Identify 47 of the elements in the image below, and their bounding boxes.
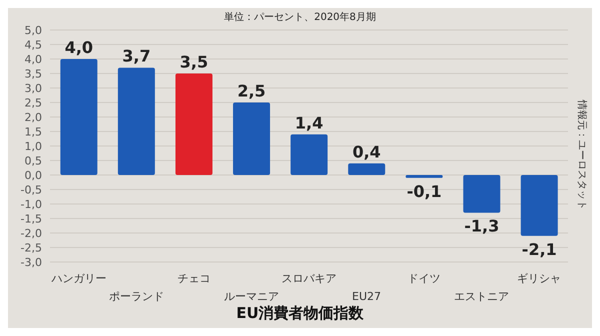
data-label: -1,3	[464, 216, 500, 236]
y-tick-label: 0,0	[24, 168, 42, 182]
data-label: 1,4	[294, 113, 324, 132]
y-tick-label: -0,5	[20, 183, 42, 196]
text: 情報元：ユーロスタット	[575, 98, 588, 212]
y-tick-label: 2,0	[24, 110, 42, 124]
x-tick-label: ポーランド	[108, 290, 164, 303]
x-tick-label: スロバキア	[282, 272, 336, 285]
data-label: 0,4	[352, 142, 381, 162]
data-label: 3,5	[180, 52, 208, 72]
x-tick-label: ハンガリー	[50, 272, 106, 285]
y-tick-label: 2,5	[24, 96, 42, 110]
y-tick-label: -2,0	[20, 226, 42, 240]
y-tick-label: 5,0	[24, 24, 42, 37]
bar	[233, 102, 270, 175]
chart-subtitle: 単位：パーセント、2020年8月期	[221, 12, 379, 23]
data-label: 4,0	[64, 38, 94, 57]
y-tick-label: 1,5	[24, 125, 42, 138]
y-tick-label: 0,5	[24, 154, 42, 168]
y-tick-label: 3,0	[24, 82, 42, 95]
x-tick-label: ギリシャ	[517, 272, 562, 285]
y-tick-label: -1,5	[20, 212, 42, 226]
bar	[348, 163, 386, 175]
data-label: -0,1	[406, 182, 442, 201]
text: EU消費者物価指数	[235, 304, 365, 323]
bar	[118, 68, 155, 175]
y-tick-label: 1,0	[24, 140, 42, 153]
bar	[290, 134, 328, 175]
x-tick-label: チェコ	[177, 272, 210, 285]
data-label: 2,5	[237, 82, 266, 100]
x-tick-label: ドイツ	[408, 272, 441, 285]
y-tick-label: -3,0	[20, 256, 42, 269]
data-label: -2,1	[522, 240, 557, 259]
x-tick-label: EU27	[352, 290, 382, 303]
bar	[406, 175, 443, 178]
bar	[60, 59, 98, 175]
data-label: 3,7	[122, 46, 151, 66]
bar	[175, 74, 212, 175]
y-tick-label: 4,0	[24, 52, 42, 66]
bar	[520, 175, 558, 236]
bar	[463, 175, 500, 213]
x-tick-label: エストニア	[454, 290, 510, 303]
y-tick-label: 4,5	[24, 38, 42, 52]
y-tick-label: 3,5	[24, 67, 42, 80]
y-tick-label: -2,5	[20, 241, 42, 254]
x-tick-label: ルーマニア	[224, 290, 279, 303]
y-tick-label: -1,0	[20, 198, 42, 211]
